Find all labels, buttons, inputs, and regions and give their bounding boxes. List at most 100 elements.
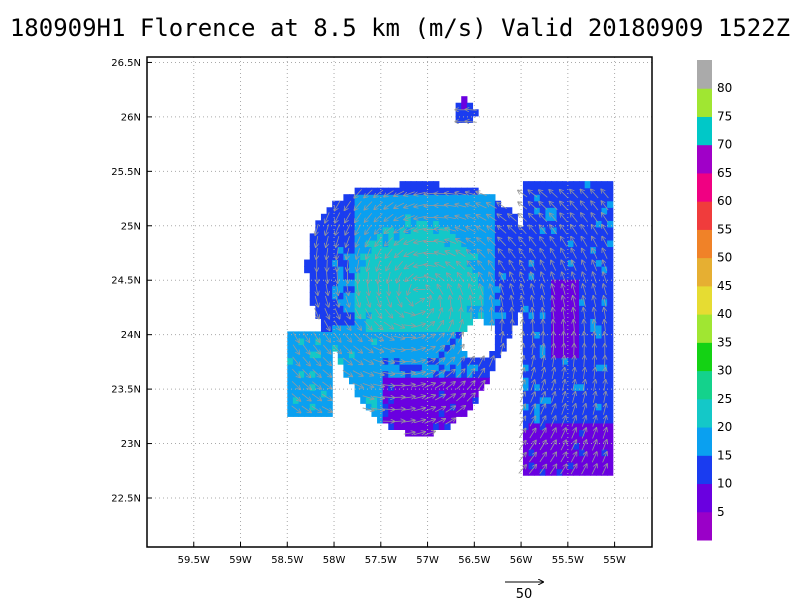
speed-cell	[320, 324, 328, 332]
speed-cell	[405, 337, 412, 346]
speed-cell	[534, 187, 541, 195]
wind-vector	[518, 214, 527, 222]
wind-vector	[403, 349, 415, 350]
speed-cell	[461, 226, 468, 234]
wind-vector	[393, 361, 404, 362]
wind-vector	[512, 308, 513, 320]
wind-vector	[582, 260, 587, 271]
wind-vector	[604, 320, 605, 332]
speed-cell	[377, 305, 384, 313]
speed-cell	[534, 429, 541, 437]
speed-cell	[494, 226, 502, 234]
speed-cell	[584, 311, 591, 319]
speed-cell	[315, 285, 322, 293]
speed-cell	[320, 390, 328, 398]
speed-cell	[455, 285, 462, 293]
wind-vector	[521, 296, 523, 308]
wind-vector	[605, 356, 606, 368]
wind-vector	[604, 308, 606, 320]
speed-cell	[405, 344, 412, 352]
speed-cell	[450, 344, 457, 352]
speed-cell	[506, 259, 513, 267]
speed-cell	[427, 187, 434, 195]
speed-cell	[349, 239, 356, 248]
speed-cell	[562, 344, 569, 352]
speed-cell	[584, 259, 591, 267]
speed-cell	[444, 377, 451, 385]
speed-cell	[573, 213, 580, 221]
speed-cell	[556, 435, 563, 444]
speed-cell	[573, 429, 580, 437]
speed-cell	[500, 285, 507, 293]
wind-vector	[396, 296, 402, 306]
speed-cell	[349, 298, 356, 306]
speed-cell	[405, 220, 412, 228]
speed-cell	[489, 246, 496, 254]
speed-cell	[483, 285, 490, 293]
speed-cell	[377, 272, 384, 280]
wind-vector	[383, 385, 394, 386]
wind-vector	[384, 190, 394, 197]
speed-cell	[365, 233, 373, 241]
speed-cell	[337, 253, 344, 261]
wind-vector	[384, 308, 392, 318]
speed-cell	[506, 207, 513, 215]
speed-cell	[528, 324, 535, 332]
speed-cell	[421, 364, 429, 372]
speed-cell	[450, 266, 457, 274]
speed-cell	[360, 233, 367, 241]
speed-cell	[337, 239, 344, 248]
speed-cell	[393, 403, 401, 411]
speed-cell	[461, 279, 468, 287]
wind-vector	[357, 259, 359, 271]
speed-cell	[573, 370, 580, 378]
speed-cell	[444, 357, 451, 365]
speed-cell	[365, 318, 373, 326]
wind-vector	[591, 464, 597, 475]
wind-vector	[591, 189, 599, 199]
wind-vector	[549, 202, 558, 210]
speed-cell	[567, 377, 575, 385]
speed-cell	[444, 396, 451, 404]
speed-cell	[522, 207, 530, 215]
x-tick-label: 55.5W	[552, 555, 584, 566]
x-tick-label: 59.5W	[178, 555, 210, 566]
speed-cell	[556, 324, 563, 332]
speed-cell	[551, 266, 558, 274]
speed-cell	[590, 396, 597, 404]
speed-cell	[522, 416, 530, 424]
speed-cell	[309, 390, 316, 398]
speed-cell	[506, 253, 513, 261]
speed-cell	[410, 337, 417, 346]
speed-cell	[595, 246, 603, 254]
speed-cell	[584, 422, 591, 430]
speed-cell	[382, 220, 389, 228]
speed-cell	[393, 344, 401, 352]
speed-cell	[309, 337, 316, 346]
speed-cell	[545, 422, 552, 430]
speed-cell	[292, 344, 300, 352]
speed-cell	[393, 298, 401, 306]
speed-cell	[405, 370, 412, 378]
speed-cell	[382, 409, 389, 417]
speed-cell	[607, 239, 614, 248]
speed-cell	[410, 422, 417, 430]
speed-cell	[539, 383, 546, 391]
colorbar-label: 55	[717, 222, 732, 236]
wind-vector	[477, 238, 486, 246]
wind-vector	[571, 249, 577, 259]
speed-cell	[607, 442, 614, 450]
speed-cell	[607, 324, 614, 332]
speed-cell	[365, 187, 373, 195]
speed-cell	[562, 383, 569, 391]
speed-cell	[405, 364, 412, 372]
speed-cell	[584, 200, 591, 208]
speed-cell	[556, 422, 563, 430]
wind-vector	[592, 248, 598, 259]
speed-cell	[399, 318, 406, 326]
wind-vector	[518, 453, 526, 462]
wind-vector	[573, 380, 575, 391]
speed-cell	[556, 194, 563, 202]
colorbar-label: 50	[717, 251, 732, 265]
speed-cell	[573, 285, 580, 293]
